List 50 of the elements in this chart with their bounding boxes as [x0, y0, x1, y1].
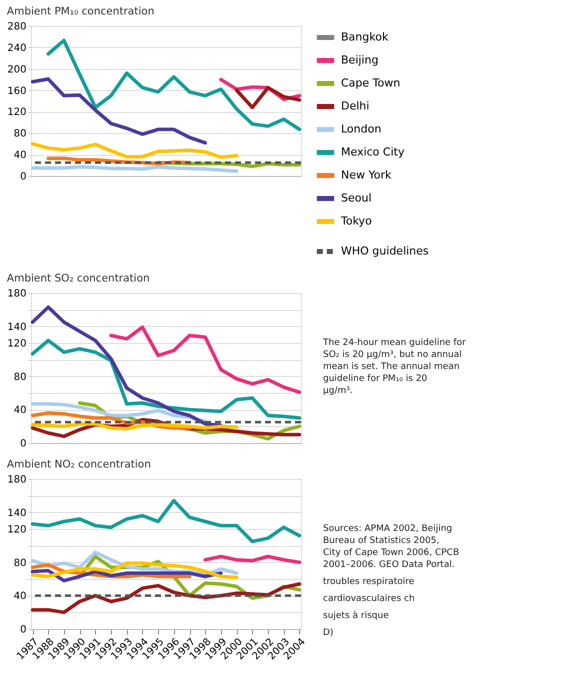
line-series [30, 402, 207, 424]
line-series [30, 498, 302, 544]
text: D) [323, 628, 334, 638]
legend-label: WHO guidelines [341, 244, 429, 258]
line-series [46, 38, 302, 132]
line-series [30, 568, 223, 582]
y-tick-label: 120 [7, 524, 26, 536]
line-series [30, 338, 302, 420]
y-tick-label: 140 [7, 508, 26, 519]
legend-label: Tokyo [340, 214, 372, 228]
y-tick-label: 0 [20, 438, 26, 450]
source-note: Sources: APMA 2002, Beijing Bureau of Statistics 2005, City of Cape Town 2006, CPCB 2001–2006. GEO Data Portal. [323, 524, 460, 570]
line-series [234, 86, 302, 110]
legend-label: New York [341, 168, 392, 182]
line-series [109, 325, 302, 394]
y-tick-label: 80 [14, 558, 26, 569]
chart-title: Ambient NO₂ concentration [6, 458, 151, 470]
line-series [30, 305, 223, 428]
y-tick-label: 40 [14, 150, 26, 162]
y-tick-label: 140 [7, 322, 26, 333]
chart-title: Ambient SO₂ concentration [6, 272, 150, 284]
y-tick-label: 80 [14, 372, 26, 383]
legend-label: Cape Town [341, 76, 400, 90]
text: cardiovasculaires ch [323, 594, 415, 604]
y-tick-label: 80 [14, 128, 26, 140]
text: troubles respiratoire [323, 577, 415, 587]
y-tick-label: 280 [7, 22, 26, 32]
legend-label: London [341, 122, 382, 136]
chart-title: Ambient PM₁₀ concentration [6, 6, 154, 18]
legend-label: Beijing [341, 54, 378, 66]
y-tick-label: 40 [14, 405, 26, 416]
legend-label: Mexico City [341, 146, 405, 158]
legend-label: Delhi [341, 100, 370, 112]
line-series [30, 561, 238, 580]
y-tick-label: 0 [20, 624, 26, 636]
y-tick-label: 120 [7, 107, 26, 118]
text: The 24-hour mean guideline for SO₂ is 20 µg/m³, but no annual mean is set. The annual mean guideline for PM₁₀ is 20 µg/m³. [322, 338, 466, 396]
y-tick-label: 180 [7, 474, 26, 486]
y-tick-label: 180 [7, 288, 26, 300]
y-tick-label: 40 [14, 591, 26, 602]
y-tick-label: 120 [7, 338, 26, 350]
y-tick-label: 200 [7, 64, 26, 76]
legend-label: Bangkok [341, 30, 389, 44]
text: sujets à risque [323, 610, 390, 621]
y-tick-label: 240 [7, 42, 26, 54]
legend-label: Seoul [341, 192, 372, 204]
line-series [30, 142, 238, 159]
line-series [30, 77, 207, 145]
y-tick-label: 160 [7, 86, 26, 97]
y-tick-label: 0 [20, 172, 26, 182]
